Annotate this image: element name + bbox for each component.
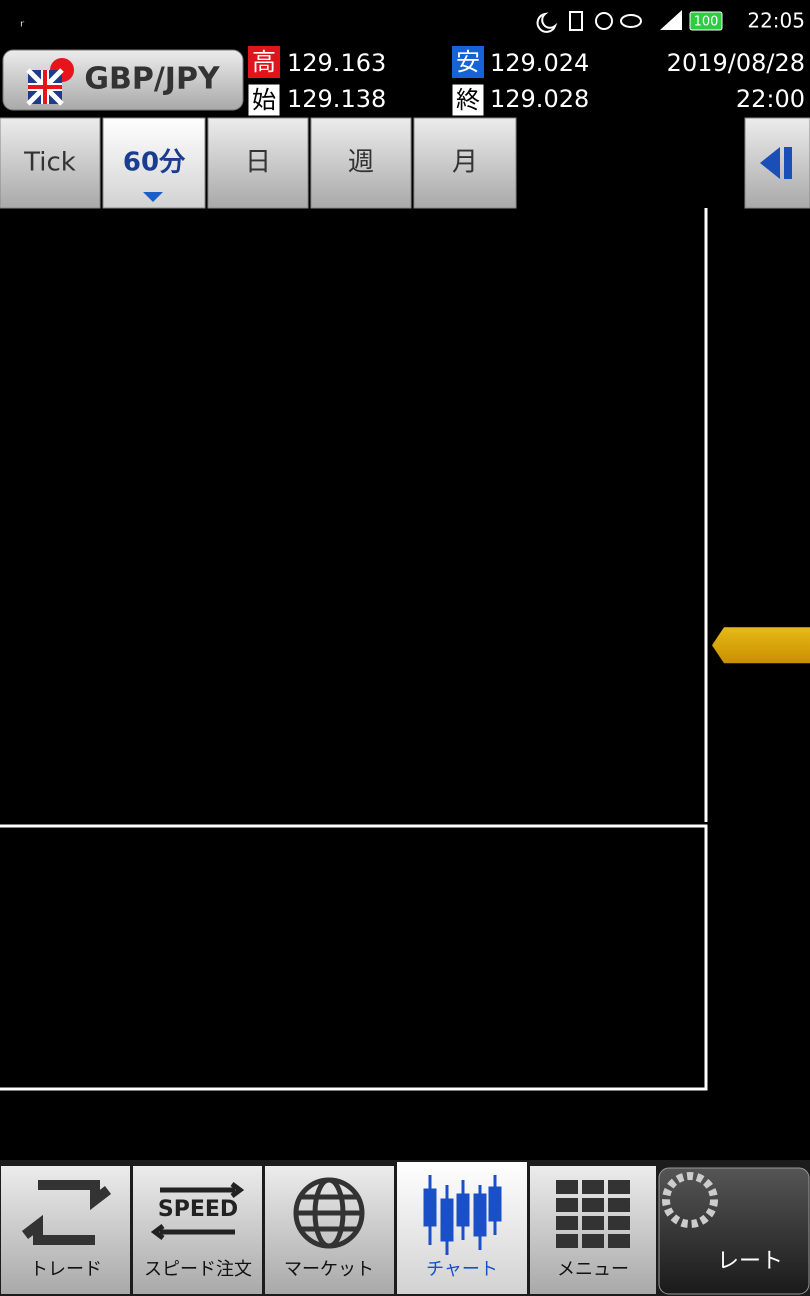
low-label: 安	[456, 48, 480, 76]
vibrate-icon	[569, 11, 583, 31]
signal-icon: ᵣ	[20, 12, 25, 31]
speed-arrows	[150, 1182, 245, 1240]
tab[interactable]	[207, 117, 309, 209]
menu-icon	[556, 1180, 630, 1248]
uk-flag	[26, 58, 74, 106]
high-label: 高	[252, 48, 276, 76]
tabs: Tick 60分 日 週 月	[0, 117, 810, 209]
tab-label[interactable]: 60分	[123, 148, 186, 178]
tab-label[interactable]: 日	[245, 148, 271, 178]
trade-icon	[21, 1180, 112, 1245]
high-value: 129.163	[287, 49, 386, 77]
signal-bars	[660, 10, 682, 30]
nav-label[interactable]: チャート	[426, 1259, 498, 1280]
tab-label[interactable]: Tick	[23, 148, 76, 178]
close-label: 終	[456, 86, 480, 114]
tab[interactable]	[310, 117, 412, 209]
battery-level: 100	[694, 15, 719, 30]
nav-label[interactable]: トレード	[30, 1259, 102, 1280]
globe-icon	[293, 1177, 365, 1249]
tab-label[interactable]: 週	[348, 148, 374, 178]
speed-icon: SPEED	[158, 1197, 238, 1222]
clock: 22:05	[747, 9, 805, 33]
nav-label[interactable]: マーケット	[284, 1259, 374, 1280]
nav-label[interactable]: レート	[717, 1249, 783, 1274]
tab-label[interactable]: 月	[452, 148, 478, 178]
chart-text	[712, 627, 810, 664]
close-value: 129.028	[490, 85, 589, 113]
panel-toggle-icon	[760, 147, 792, 179]
status-bar: ᵣ 100 22:05	[20, 9, 805, 33]
bottom-nav: トレード SPEED スピード注文 マーケット チャート メニュー レート	[0, 1160, 810, 1296]
tab[interactable]	[0, 117, 101, 209]
low-value: 129.024	[490, 49, 589, 77]
low-badge	[452, 46, 484, 78]
moon-icon	[536, 12, 558, 33]
nav-label[interactable]: メニュー	[557, 1259, 629, 1280]
gear-icon	[662, 1172, 718, 1228]
symbol[interactable]: GBP/JPY	[84, 62, 221, 97]
open-label: 始	[252, 86, 276, 114]
eye-icon	[620, 14, 642, 28]
close-badge	[451, 83, 485, 117]
time: 22:00	[736, 85, 805, 113]
battery	[689, 11, 723, 31]
price-tag	[712, 627, 810, 664]
date: 2019/08/28	[667, 49, 805, 77]
chart-icon	[423, 1175, 502, 1255]
tab-indicator	[143, 192, 163, 202]
alarm-icon	[595, 12, 613, 30]
open-badge	[247, 83, 281, 117]
nav-label[interactable]: スピード注文	[144, 1259, 252, 1280]
open-value: 129.138	[287, 85, 386, 113]
header: GBP/JPY 高 129.163 始 129.138 安 129.024 終 …	[2, 46, 805, 117]
high-badge	[248, 46, 280, 78]
tab[interactable]	[413, 117, 517, 209]
rate-button[interactable]	[658, 1167, 810, 1295]
macd-frame	[0, 824, 708, 1091]
